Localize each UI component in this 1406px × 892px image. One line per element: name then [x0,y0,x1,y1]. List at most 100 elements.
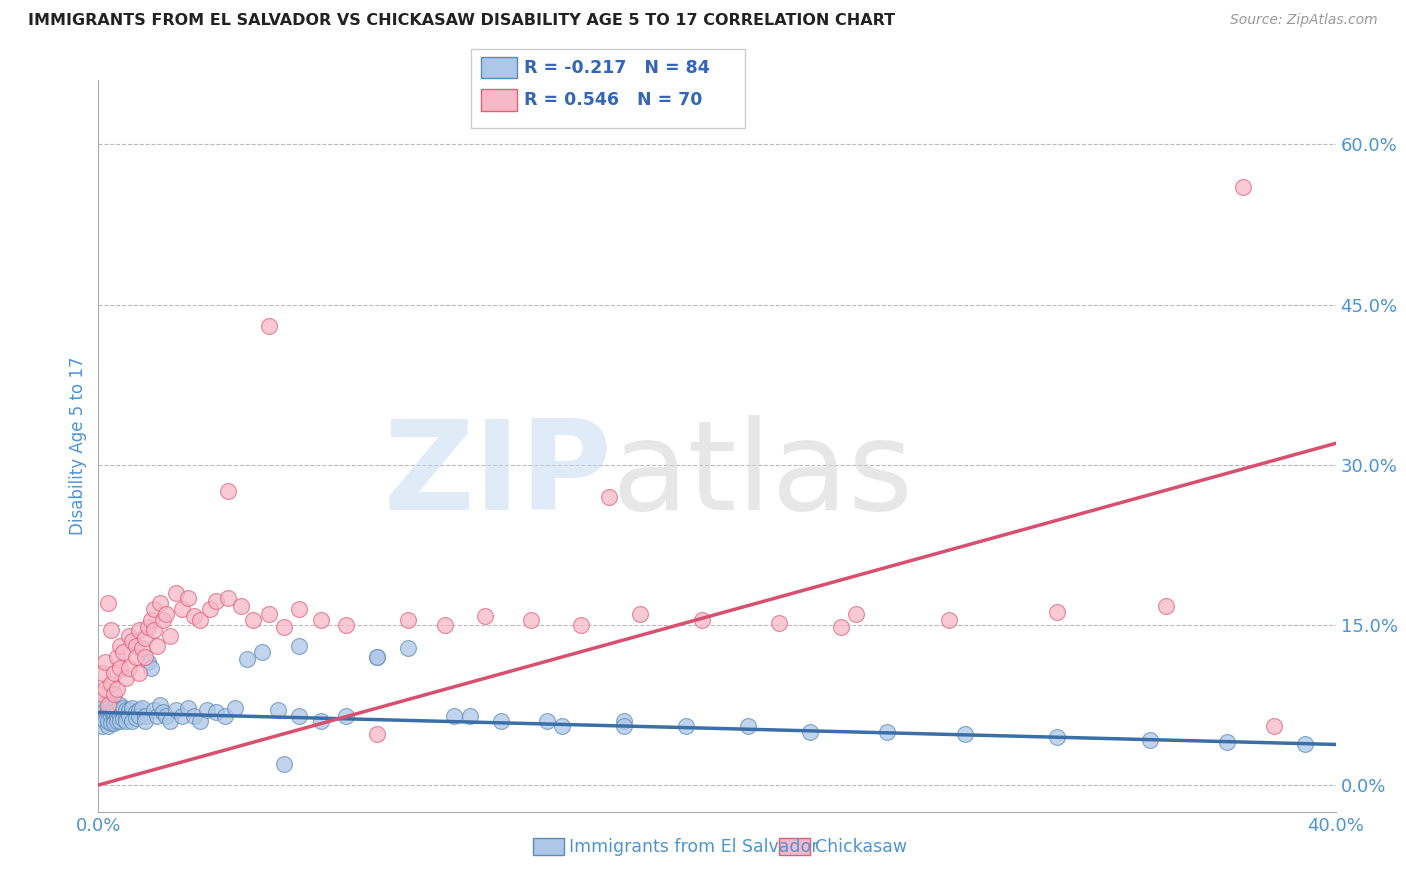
Point [443,708,465,723]
Point [159,714,181,728]
Point [396,641,419,656]
Point [309,714,332,728]
Point [108,698,131,712]
Point [252,644,274,658]
Point [90,719,112,733]
Point [267,703,290,717]
Point [103,716,125,731]
Point [1046,605,1069,619]
Point [93,708,115,723]
Point [236,652,259,666]
Point [112,712,135,726]
Point [242,613,264,627]
Text: atlas: atlas [612,415,914,536]
Point [177,701,200,715]
Point [100,716,122,731]
Point [103,706,125,720]
Point [115,703,138,717]
Point [100,698,122,712]
Point [1216,735,1239,749]
Point [124,649,146,664]
Point [139,613,162,627]
Point [165,703,187,717]
Point [118,703,141,717]
Point [118,628,141,642]
Point [177,591,200,606]
Point [536,714,558,728]
Point [115,671,138,685]
Point [953,727,976,741]
Point [190,613,212,627]
Point [139,660,162,674]
Point [131,641,153,656]
Point [458,708,481,723]
Point [124,706,146,720]
Text: Chickasaw: Chickasaw [815,838,908,855]
Point [190,714,212,728]
Point [489,714,512,728]
Point [830,620,852,634]
Point [205,594,228,608]
Point [100,623,122,637]
Point [155,708,177,723]
Point [134,708,156,723]
Point [115,708,138,723]
Point [152,613,174,627]
Point [118,660,141,674]
Text: Source: ZipAtlas.com: Source: ZipAtlas.com [1230,13,1378,28]
Point [143,623,166,637]
Point [876,724,898,739]
Point [474,609,496,624]
Point [335,618,357,632]
Point [170,708,193,723]
Y-axis label: Disability Age 5 to 17: Disability Age 5 to 17 [69,357,87,535]
Point [149,597,172,611]
Point [134,714,156,728]
Point [229,599,252,613]
Point [90,665,112,680]
Point [675,719,697,733]
Point [97,698,120,712]
Point [396,613,419,627]
Point [108,639,131,653]
Point [143,602,166,616]
Point [165,586,187,600]
Point [288,602,311,616]
Point [136,655,159,669]
Point [214,708,236,723]
Point [103,701,125,715]
Point [1139,733,1161,747]
Point [100,708,122,723]
Point [768,615,790,630]
Point [105,708,128,723]
Point [598,490,620,504]
Point [520,613,543,627]
Point [97,597,120,611]
Point [124,711,146,725]
Point [217,484,239,499]
Point [134,631,156,645]
Point [121,714,143,728]
Point [257,607,280,622]
Point [737,719,759,733]
Point [90,687,112,701]
Point [128,665,150,680]
Point [118,708,141,723]
Point [100,676,122,690]
Point [146,708,169,723]
Point [143,703,166,717]
Point [112,706,135,720]
Point [93,681,115,696]
Point [205,706,228,720]
Point [105,714,128,728]
Point [105,703,128,717]
Point [128,703,150,717]
Point [146,639,169,653]
Point [273,620,295,634]
Point [128,623,150,637]
Point [690,613,713,627]
Point [257,318,280,333]
Point [97,706,120,720]
Point [97,714,120,728]
Point [108,660,131,674]
